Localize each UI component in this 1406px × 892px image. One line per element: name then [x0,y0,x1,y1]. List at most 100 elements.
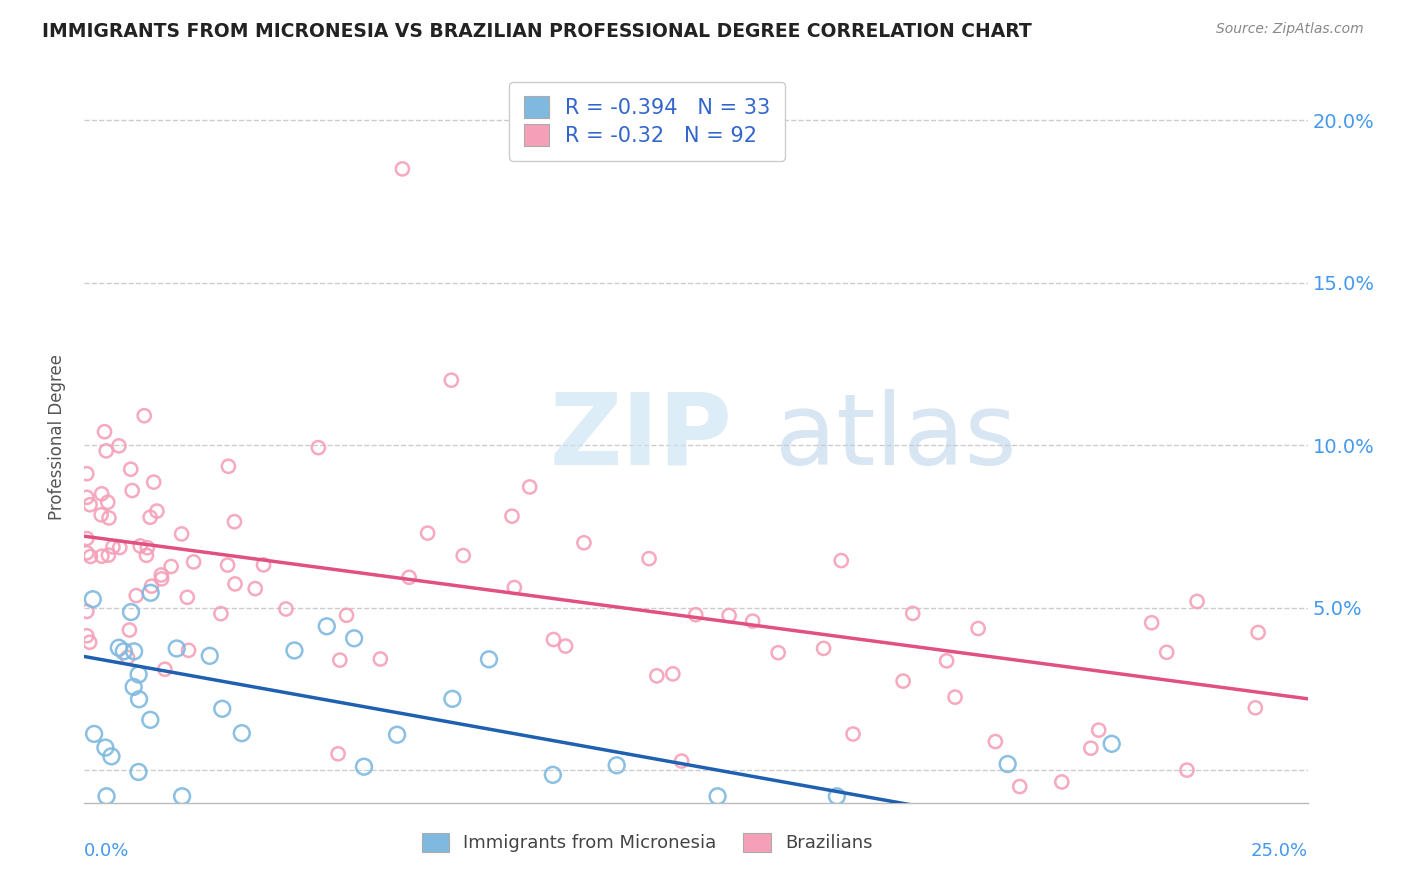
Point [76,629,98,643]
Text: ZIP: ZIP [550,389,733,485]
Point [94,740,117,755]
Point [554,639,576,653]
Point [1050,775,1073,789]
Point [283,643,305,657]
Point [825,789,848,804]
Point [142,475,165,489]
Point [211,702,233,716]
Point [139,713,162,727]
Point [97,548,120,562]
Point [183,555,205,569]
Point [177,643,200,657]
Point [441,691,464,706]
Point [997,757,1019,772]
Point [97,495,120,509]
Point [118,623,141,637]
Point [606,758,628,772]
Text: IMMIGRANTS FROM MICRONESIA VS BRAZILIAN PROFESSIONAL DEGREE CORRELATION CHART: IMMIGRANTS FROM MICRONESIA VS BRAZILIAN … [42,22,1032,41]
Point [90,508,112,522]
Point [224,515,246,529]
Point [398,570,420,584]
Point [638,551,661,566]
Text: 0.0%: 0.0% [84,842,129,860]
Point [813,641,835,656]
Point [96,789,118,804]
Text: atlas: atlas [776,389,1017,485]
Point [1185,594,1208,608]
Point [307,441,329,455]
Point [231,726,253,740]
Point [1140,615,1163,630]
Point [79,549,101,564]
Point [572,536,595,550]
Point [706,789,728,804]
Text: 25.0%: 25.0% [1250,842,1308,860]
Point [1080,741,1102,756]
Point [1175,763,1198,777]
Point [129,539,152,553]
Text: Source: ZipAtlas.com: Source: ZipAtlas.com [1216,22,1364,37]
Point [209,607,232,621]
Point [83,727,105,741]
Point [1247,625,1270,640]
Point [1008,780,1031,794]
Legend: Immigrants from Micronesia, Brazilians: Immigrants from Micronesia, Brazilians [415,826,880,860]
Point [172,789,194,804]
Point [150,568,173,582]
Point [967,622,990,636]
Point [543,632,565,647]
Point [329,653,352,667]
Point [519,480,541,494]
Point [217,558,239,573]
Point [766,646,789,660]
Point [391,161,413,176]
Point [501,509,523,524]
Point [385,728,408,742]
Point [90,487,112,501]
Point [503,581,526,595]
Point [326,747,349,761]
Point [984,734,1007,748]
Point [139,510,162,524]
Point [134,409,156,423]
Point [343,632,366,646]
Point [1101,737,1123,751]
Point [79,498,101,512]
Point [217,459,239,474]
Point [121,483,143,498]
Point [120,605,142,619]
Point [943,690,966,705]
Point [128,764,150,779]
Point [108,640,131,655]
Point [139,586,162,600]
Point [541,768,564,782]
Point [125,589,148,603]
Point [141,579,163,593]
Point [135,549,157,563]
Point [478,652,501,666]
Point [274,602,297,616]
Point [252,558,274,572]
Point [112,644,135,658]
Point [97,511,120,525]
Point [79,635,101,649]
Point [891,674,914,689]
Point [335,608,357,623]
Point [671,754,693,768]
Point [82,592,104,607]
Point [451,549,474,563]
Point [245,582,267,596]
Point [76,532,98,546]
Point [108,439,131,453]
Point [741,614,763,628]
Point [146,504,169,518]
Y-axis label: Professional Degree: Professional Degree [48,354,66,520]
Point [224,577,246,591]
Point [1156,645,1178,659]
Point [935,654,957,668]
Point [645,669,668,683]
Point [166,641,188,656]
Point [117,650,139,665]
Point [176,591,198,605]
Point [76,604,98,618]
